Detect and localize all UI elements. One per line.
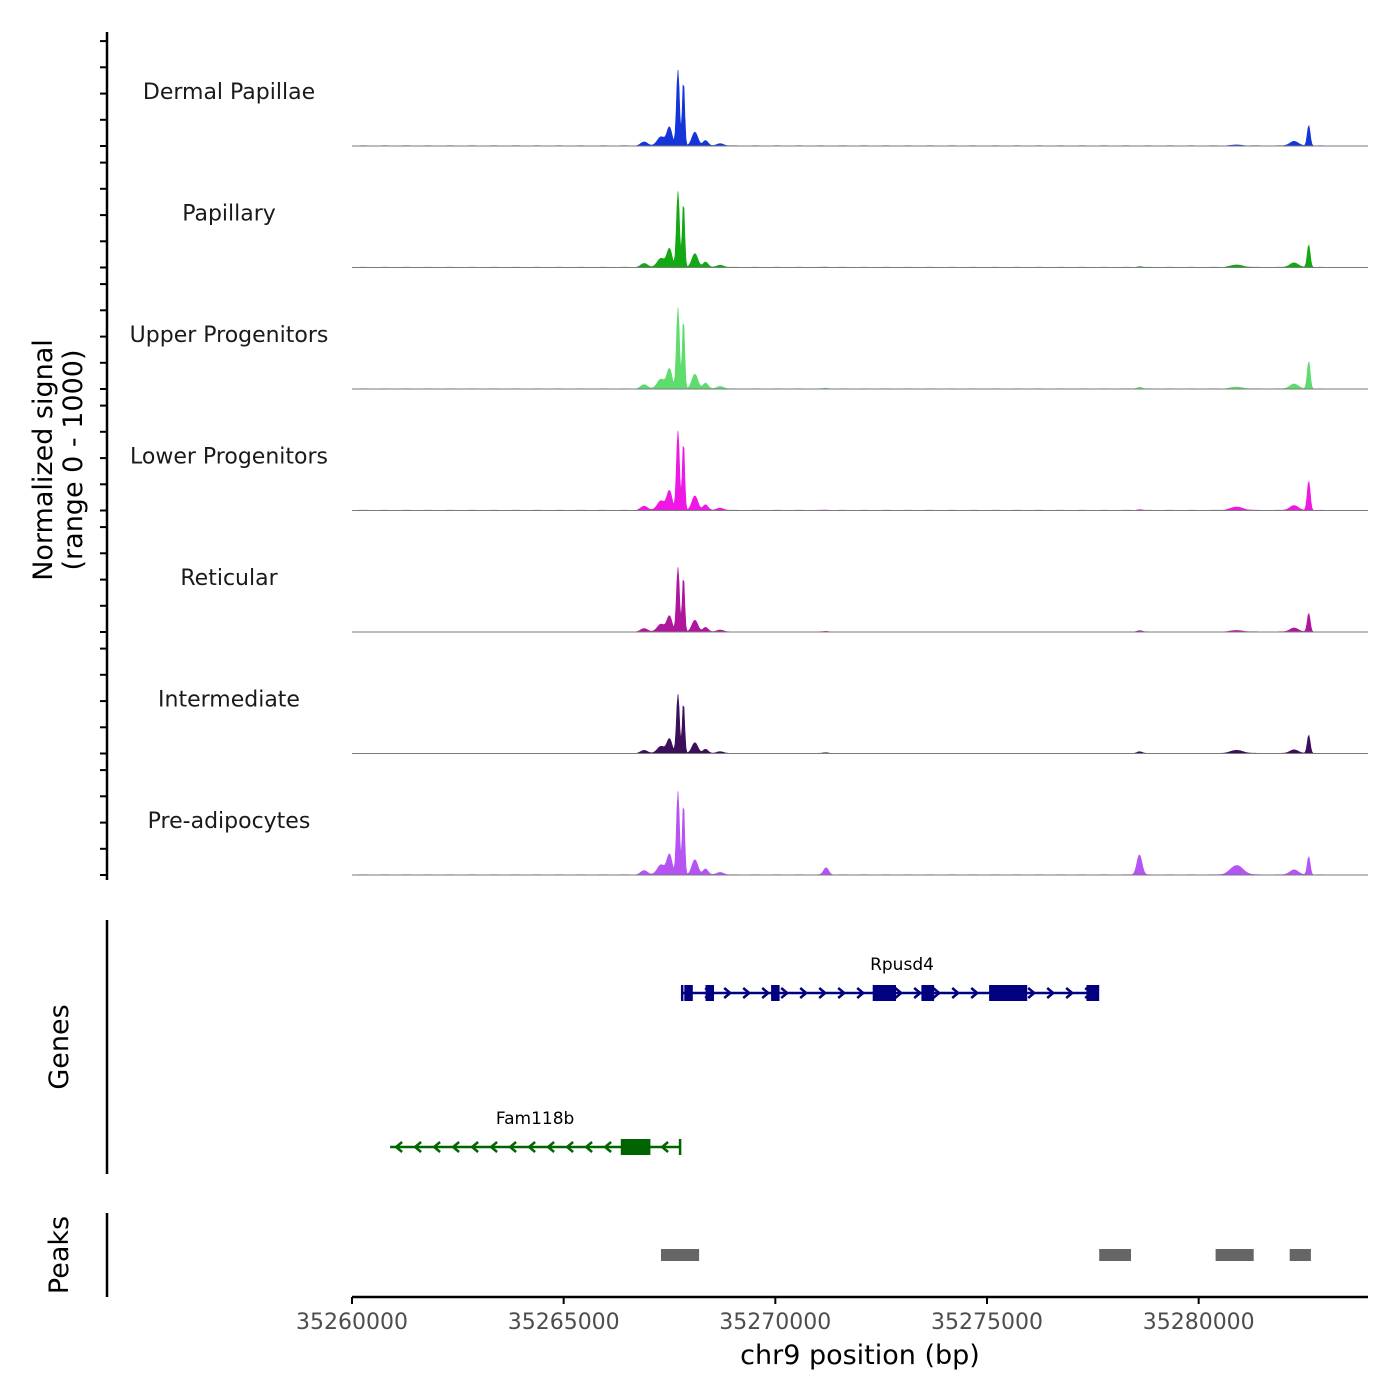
gene-1: Fam118b [390,1109,682,1155]
track-6: Pre-adipocytes [148,791,1368,876]
strand-chevron-0-8 [837,987,847,999]
x-tick-label-0: 35260000 [296,1310,408,1335]
gene-annotations: Rpusd4 Fam118b [390,955,1100,1155]
signal-area-5 [351,694,1324,754]
strand-chevron-1-4 [470,1141,479,1153]
y-axis-title-line1: Normalized signal [28,339,59,581]
strand-chevron-0-14 [951,987,961,999]
track-label-3: Lower Progenitors [130,445,328,470]
track-label-5: Intermediate [158,688,300,713]
strand-chevron-0-13 [932,987,942,999]
x-axis: 35260000 35265000 35270000 35275000 35280000 [296,1295,1368,1335]
strand-chevron-1-14 [660,1141,669,1153]
peak-1 [1099,1249,1131,1261]
x-tick-label-3: 35275000 [931,1310,1043,1335]
strand-chevron-1-1 [413,1141,422,1153]
track-label-2: Upper Progenitors [130,323,329,348]
strand-chevron-1-0 [394,1141,403,1153]
track-2: Upper Progenitors [130,307,1368,390]
exon-0-1 [705,985,714,1001]
strand-chevron-1-11 [603,1141,612,1153]
signal-area-1 [351,191,1324,268]
y-axis [100,32,109,880]
y-axis-title-line2: (range 0 - 1000) [58,350,89,571]
exon-1-0 [620,1139,651,1155]
track-label-4: Reticular [180,566,278,591]
strand-chevron-0-19 [1046,987,1056,999]
strand-chevron-0-3 [742,987,752,999]
peak-0 [661,1249,700,1261]
strand-chevron-1-8 [546,1141,555,1153]
strand-chevron-1-3 [451,1141,460,1153]
exon-0-4 [921,985,935,1001]
track-label-0: Dermal Papillae [143,80,315,105]
strand-chevron-0-4 [761,987,771,999]
x-axis-title: chr9 position (bp) [740,1340,980,1371]
strand-chevron-0-12 [913,987,923,999]
signal-area-2 [351,307,1324,390]
strand-chevron-1-9 [565,1141,574,1153]
track-label-6: Pre-adipocytes [148,809,311,834]
strand-chevron-0-18 [1027,987,1037,999]
track-label-1: Papillary [182,202,276,227]
peaks-panel-title: Peaks [44,1216,75,1294]
peak-2 [1215,1249,1254,1261]
signal-area-3 [351,430,1324,511]
strand-chevron-1-2 [432,1141,441,1153]
exon-0-3 [872,985,896,1001]
gene-name-1: Fam118b [496,1109,574,1129]
strand-chevron-0-7 [818,987,828,999]
track-0: Dermal Papillae [143,69,1368,147]
strand-chevron-1-7 [527,1141,536,1153]
signal-area-0 [351,69,1324,147]
exon-0-2 [771,985,780,1001]
peak-regions [661,1249,1311,1261]
strand-chevron-1-5 [489,1141,498,1153]
track-1: Papillary [182,191,1368,268]
signal-area-4 [351,567,1324,633]
track-5: Intermediate [158,688,1368,754]
signal-area-6 [351,791,1324,876]
strand-chevron-0-5 [780,987,790,999]
gene-0: Rpusd4 [680,955,1100,1001]
strand-chevron-0-2 [723,987,733,999]
strand-chevron-0-9 [856,987,866,999]
strand-chevron-0-15 [970,987,980,999]
strand-chevron-0-11 [894,987,904,999]
strand-chevron-1-6 [508,1141,517,1153]
track-3: Lower Progenitors [130,430,1368,511]
strand-chevron-0-6 [799,987,809,999]
x-tick-label-1: 35265000 [508,1310,620,1335]
gene-name-0: Rpusd4 [870,955,934,975]
strand-chevron-1-10 [584,1141,593,1153]
track-4: Reticular [180,566,1368,633]
exon-0-6 [1086,985,1100,1001]
genes-panel-title: Genes [44,1004,75,1089]
x-tick-label-2: 35270000 [719,1310,831,1335]
x-tick-label-4: 35280000 [1143,1310,1255,1335]
strand-chevron-0-20 [1065,987,1075,999]
exon-0-0 [684,985,693,1001]
signal-tracks: Dermal Papillae Papillary Upper Progenitor… [130,69,1368,876]
exon-0-5 [989,985,1028,1001]
peak-3 [1289,1249,1311,1261]
